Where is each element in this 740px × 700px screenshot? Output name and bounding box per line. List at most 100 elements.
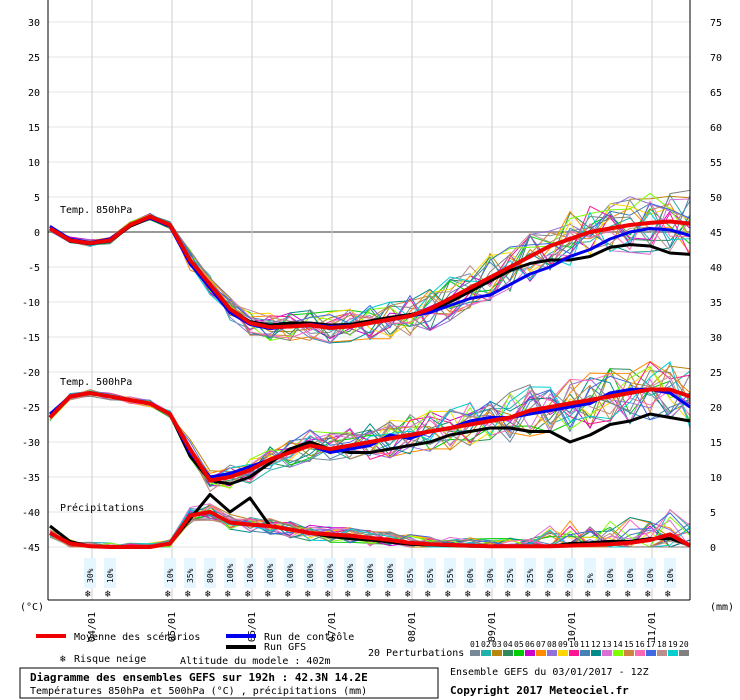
snow-flake-icon: ❄ xyxy=(345,589,352,600)
snow-risk-box xyxy=(664,558,676,588)
right-axis-unit: (mm) xyxy=(710,602,734,613)
perturbation-number: 14 xyxy=(613,640,623,649)
y-tick-left: -45 xyxy=(22,543,40,554)
snow-risk-pct: 100% xyxy=(246,564,255,583)
y-tick-left: -30 xyxy=(22,438,40,449)
legend-snow-label: Risque neige xyxy=(74,654,146,665)
x-tick-label: 07/01 xyxy=(327,612,338,642)
snow-risk-box xyxy=(544,558,556,588)
y-tick-right: 70 xyxy=(710,53,722,64)
snow-flake-icon: ❄ xyxy=(405,589,412,600)
perturbation-number: 07 xyxy=(536,640,546,649)
snow-risk-pct: 100% xyxy=(346,564,355,583)
perturbation-number: 17 xyxy=(646,640,656,649)
perturbation-swatch xyxy=(657,650,667,656)
snow-flake-icon: ❄ xyxy=(505,589,512,600)
snow-risk-box xyxy=(344,558,356,588)
snow-risk-pct: 65% xyxy=(426,568,435,583)
y-tick-left: 30 xyxy=(28,18,40,29)
snow-risk-box xyxy=(504,558,516,588)
perturbation-number: 13 xyxy=(602,640,612,649)
perturbation-swatch xyxy=(481,650,491,656)
snow-risk-box xyxy=(644,558,656,588)
snow-flake-icon: ❄ xyxy=(445,589,452,600)
snow-risk-box xyxy=(624,558,636,588)
snow-risk-box xyxy=(384,558,396,588)
perturbation-number: 20 xyxy=(679,640,689,649)
y-tick-left: -25 xyxy=(22,403,40,414)
chart-title: Diagramme des ensembles GEFS sur 192h : … xyxy=(30,671,368,684)
perturbation-swatch xyxy=(613,650,623,656)
snow-flake-icon: ❄ xyxy=(565,589,572,600)
snow-risk-box xyxy=(204,558,216,588)
y-tick-left: 10 xyxy=(28,158,40,169)
snow-flake-icon: ❄ xyxy=(645,589,652,600)
perturbation-number: 18 xyxy=(657,640,667,649)
y-tick-right: 50 xyxy=(710,193,722,204)
snow-risk-box xyxy=(184,558,196,588)
perturbation-swatch xyxy=(492,650,502,656)
snow-flake-icon: ❄ xyxy=(625,589,632,600)
ensemble-label: Ensemble GEFS du 03/01/2017 - 12Z xyxy=(450,667,649,678)
snow-risk-pct: 55% xyxy=(446,568,455,583)
perturbation-swatch xyxy=(558,650,568,656)
perturbation-swatch xyxy=(635,650,645,656)
perturbation-number: 05 xyxy=(514,640,524,649)
y-tick-right: 25 xyxy=(710,368,722,379)
perturbation-swatch xyxy=(536,650,546,656)
y-tick-right: 55 xyxy=(710,158,722,169)
series-line xyxy=(48,214,691,330)
x-tick-label: 04/01 xyxy=(87,612,98,642)
snow-risk-pct: 10% xyxy=(666,568,675,583)
legend-gfs-label: Run GFS xyxy=(264,642,306,653)
perturbation-swatch xyxy=(580,650,590,656)
y-tick-left: -10 xyxy=(22,298,40,309)
x-tick-labels: 04/01 05/01 06/01 07/01 08/01 09/01 10/01 11/01 xyxy=(87,612,658,642)
snow-risk-row: 30% ❄ 10% ❄ 10% ❄ 35% ❄ 80% ❄ 100% ❄ 100% ❄ 100% ❄ 100% ❄… xyxy=(84,558,676,600)
y-tick-left: 25 xyxy=(28,53,40,64)
perturbation-line xyxy=(49,367,691,484)
y-tick-left: 5 xyxy=(34,193,40,204)
snow-risk-box xyxy=(324,558,336,588)
snow-risk-pct: 10% xyxy=(606,568,615,583)
perturbation-legend: 01 02 03 04 05 06 07 08 09 10 11 12 13 14 15 16 17 18 19 20 xyxy=(470,640,689,656)
snow-risk-box xyxy=(524,558,536,588)
y-tick-right: 15 xyxy=(710,438,722,449)
snow-flake-icon: ❄ xyxy=(205,589,212,600)
snow-risk-pct: 100% xyxy=(226,564,235,583)
y-tick-left: 0 xyxy=(34,228,40,239)
altitude-label: Altitude du modele : 402m xyxy=(180,656,331,667)
x-tick-label: 08/01 xyxy=(407,612,418,642)
snow-risk-box xyxy=(164,558,176,588)
snow-risk-box xyxy=(284,558,296,588)
title-box xyxy=(19,667,439,699)
snow-risk-pct: 80% xyxy=(206,568,215,583)
snow-risk-box xyxy=(244,558,256,588)
snow-risk-box xyxy=(604,558,616,588)
snow-flake-icon: ❄ xyxy=(545,589,552,600)
snow-flake-icon: ❄ xyxy=(385,589,392,600)
snow-risk-box xyxy=(444,558,456,588)
perturbation-number: 16 xyxy=(635,640,645,649)
snow-flake-icon: ❄ xyxy=(605,589,612,600)
snow-risk-pct: 10% xyxy=(166,568,175,583)
chart-subtitle: Températures 850hPa et 500hPa (°C) , pré… xyxy=(30,685,367,697)
snow-risk-pct: 100% xyxy=(306,564,315,583)
snow-risk-pct: 10% xyxy=(106,568,115,583)
perturbation-number: 06 xyxy=(525,640,535,649)
y-tick-right: 30 xyxy=(710,333,722,344)
perturbation-swatch xyxy=(624,650,634,656)
y-tick-right: 40 xyxy=(710,263,722,274)
y-tick-left: -40 xyxy=(22,508,40,519)
y-tick-left: 15 xyxy=(28,123,40,134)
snow-risk-box xyxy=(224,558,236,588)
perturbation-swatch xyxy=(569,650,579,656)
snow-risk-pct: 85% xyxy=(406,568,415,583)
snow-flake-icon: ❄ xyxy=(85,589,92,600)
perturbation-swatch xyxy=(679,650,689,656)
perturbation-swatch xyxy=(514,650,524,656)
snow-flake-icon: ❄ xyxy=(60,654,67,665)
group-label-precip: Précipitations xyxy=(60,502,144,514)
